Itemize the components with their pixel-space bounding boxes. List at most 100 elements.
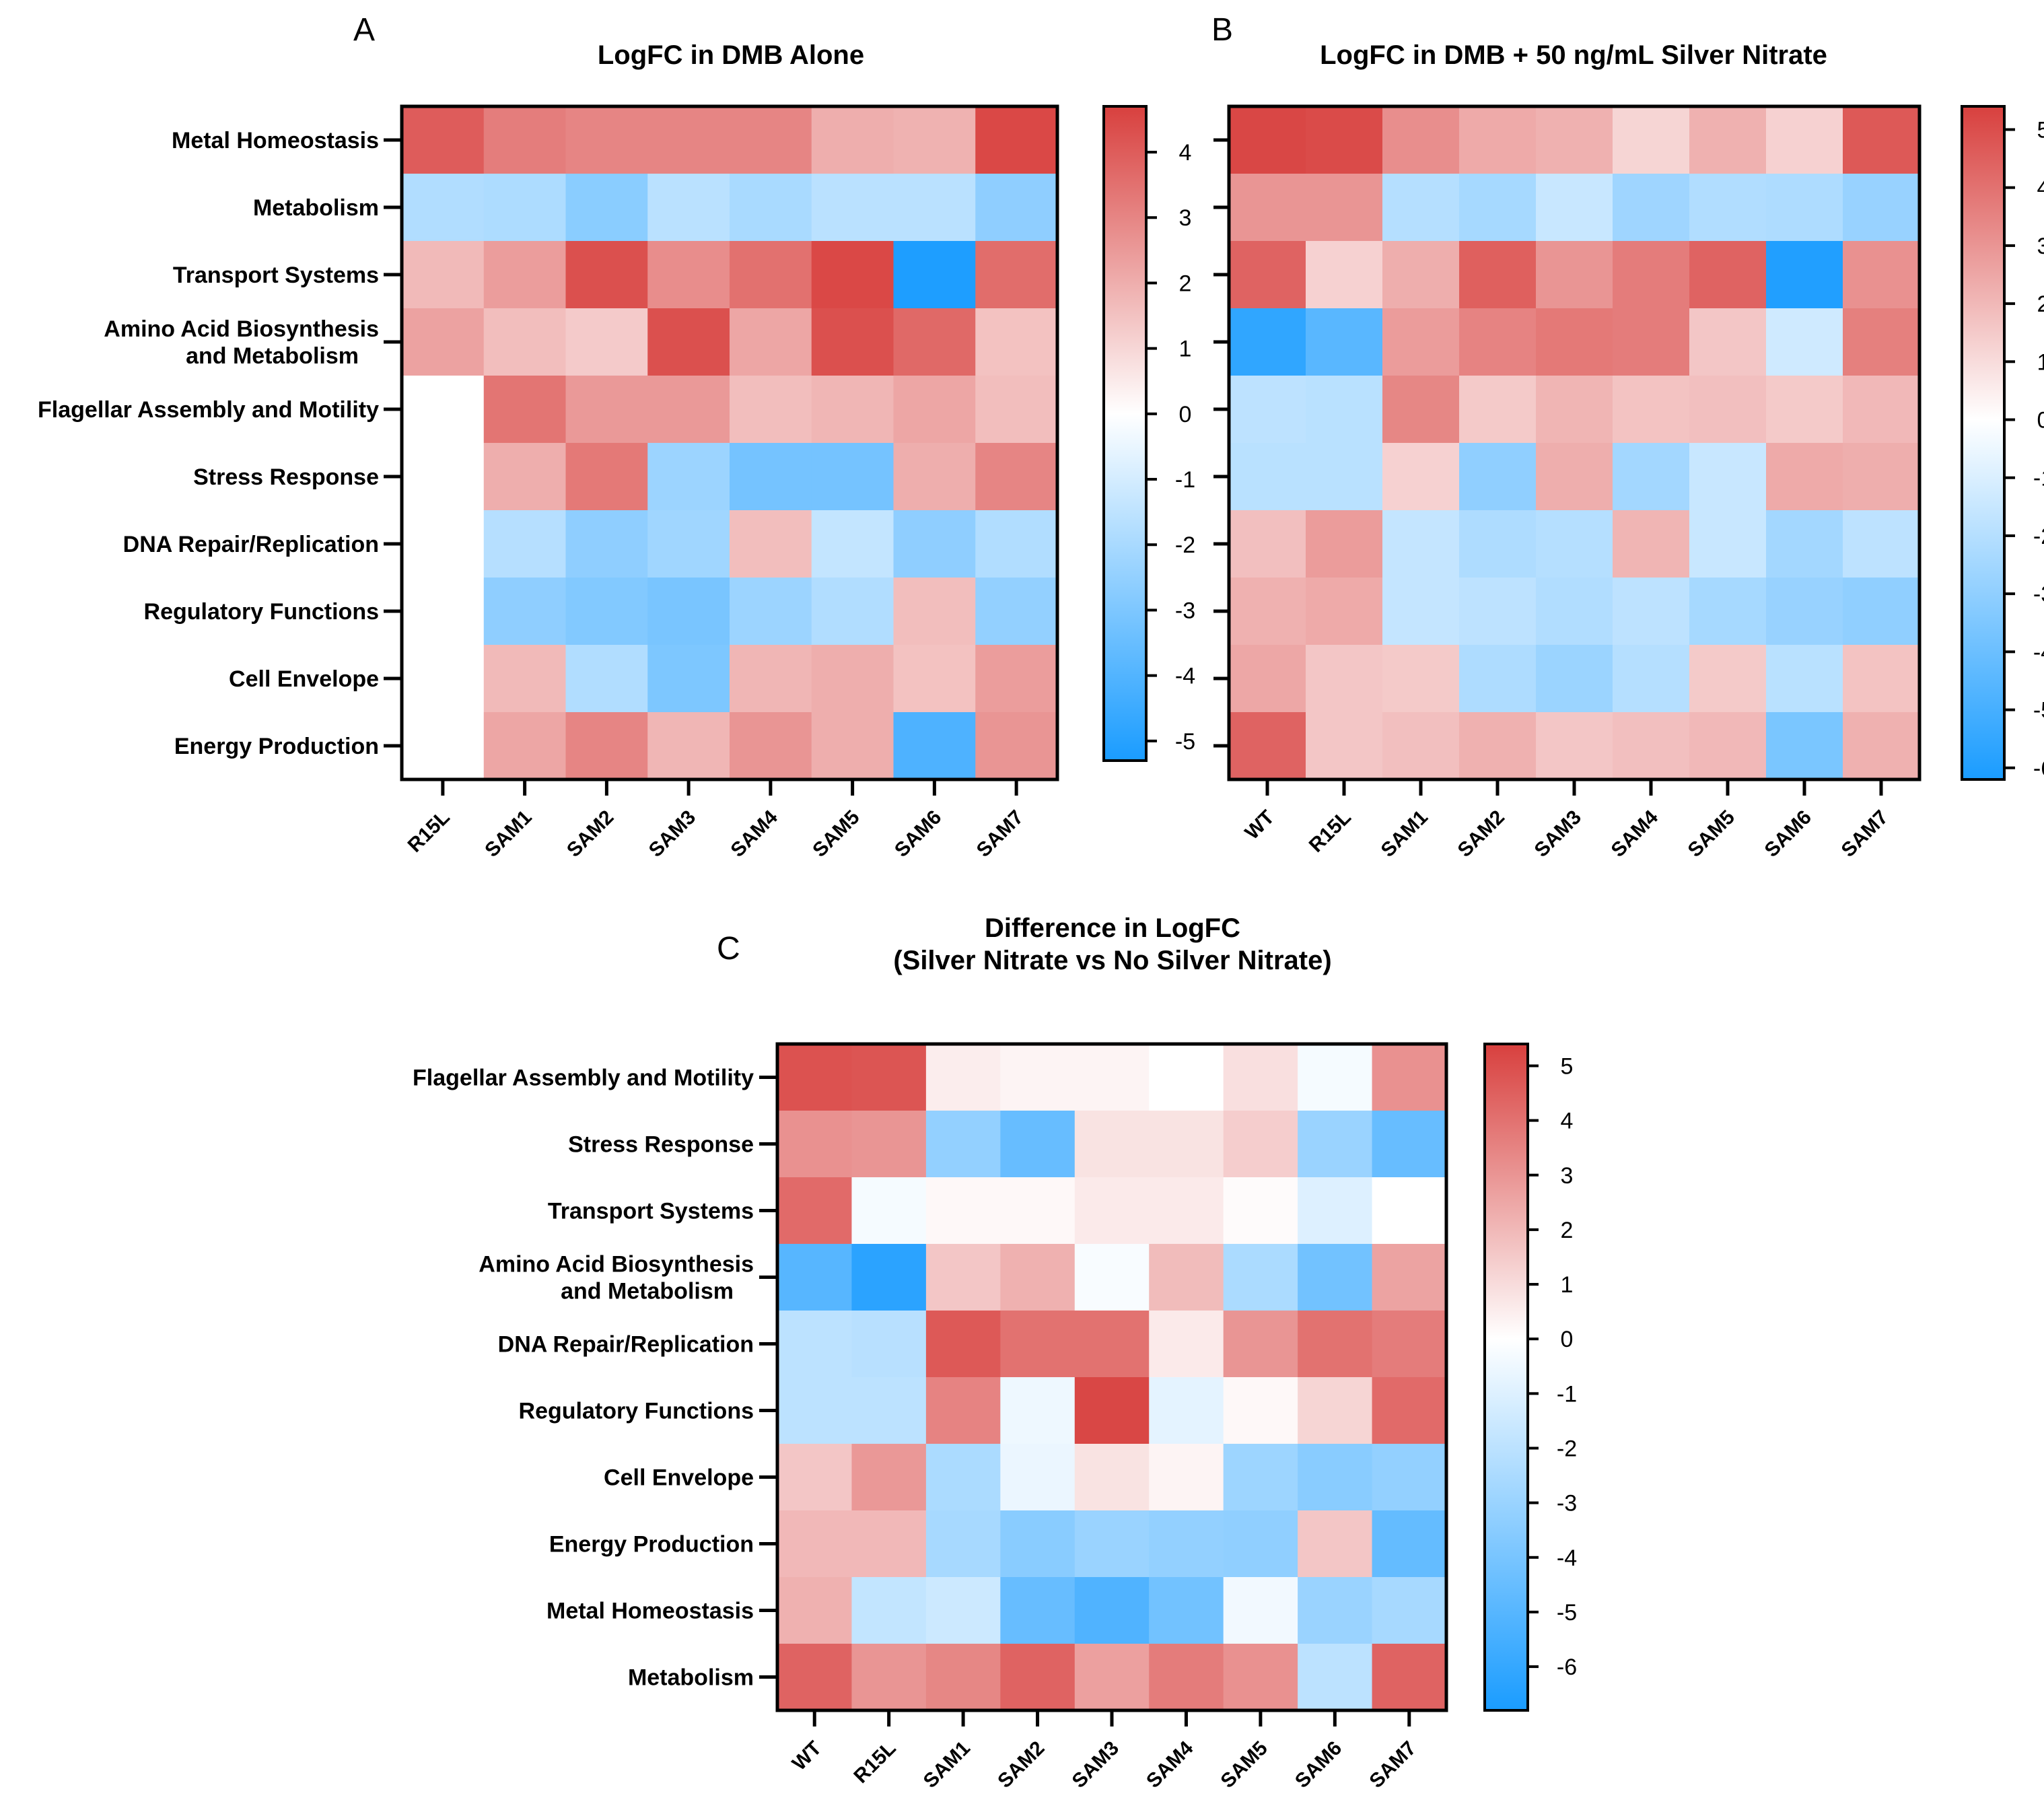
heatmap-cell [925,1444,1001,1511]
colorbar-tick-label: 3 [2037,234,2044,259]
heatmap-cell [402,241,485,309]
heatmap-cell [1613,308,1690,376]
heatmap-cell [483,308,567,376]
heatmap-cell [975,308,1058,376]
colorbar [1483,1043,1529,1712]
heatmap-cell [483,376,567,444]
heatmap-cell [1229,106,1306,174]
column-label: SAM7 [973,806,1028,862]
heatmap-cell [1298,1577,1373,1644]
heatmap-cell [1298,1044,1373,1111]
heatmap-cell [1298,1377,1373,1444]
heatmap-cell [1372,1577,1447,1644]
heatmap-cell [1843,712,1920,780]
heatmap-cell [1149,1177,1224,1245]
heatmap-cell [1843,106,1920,174]
heatmap-cell [1223,1510,1298,1578]
heatmap-cell [565,241,648,309]
heatmap-cell [1298,1111,1373,1178]
heatmap-cell [925,1644,1001,1711]
heatmap-cell [975,712,1058,780]
colorbar-tick-label: -4 [1557,1545,1577,1571]
colorbar-tick-label: 4 [2037,176,2044,201]
heatmap-cell [777,1644,853,1711]
colorbar-tick-label: 2 [2037,291,2044,317]
column-label: R15L [1305,806,1355,857]
row-label: Metabolism [628,1665,754,1691]
column-label: WT [788,1737,826,1775]
heatmap-cell [811,443,894,511]
colorbar-tick-label: 5 [2037,117,2044,143]
heatmap-cell [1689,106,1767,174]
heatmap-cell [647,712,730,780]
column-label: SAM7 [1365,1737,1420,1792]
heatmap-cell [565,106,648,174]
heatmap-cell [975,106,1058,174]
heatmap-cell [925,1311,1001,1378]
heatmap-cell [1689,308,1767,376]
heatmap-cell [1843,578,1920,646]
row-label: Metal Homeostasis [547,1599,754,1624]
column-label: SAM6 [1761,806,1816,862]
heatmap-cell [1382,308,1460,376]
heatmap-cell [1149,1577,1224,1644]
heatmap-cell [483,645,567,713]
heatmap-cell [1223,1644,1298,1711]
heatmap-cell [1382,712,1460,780]
heatmap-cell [1306,510,1383,578]
heatmap-cell [565,308,648,376]
row-label: DNA Repair/Replication [498,1332,754,1358]
colorbar-tick-label: 1 [1561,1272,1574,1298]
heatmap-cell [811,308,894,376]
column-label: SAM5 [1684,806,1739,862]
heatmap-cell [565,578,648,646]
heatmap-cell [1536,308,1613,376]
heatmap-cell [647,241,730,309]
column-label: R15L [404,806,454,857]
heatmap-cell [811,376,894,444]
column-label: SAM1 [1377,806,1432,862]
heatmap-cell [402,645,485,713]
colorbar-tick-label: -6 [2033,756,2044,781]
heatmap-cell [1074,1244,1150,1311]
heatmap-cell [483,510,567,578]
heatmap-cell [565,443,648,511]
heatmap-cell [1149,1244,1224,1311]
heatmap-cell [1000,1177,1076,1245]
heatmap-cell [483,241,567,309]
column-label: R15L [849,1737,900,1788]
row-label: Amino Acid Biosynthesis [479,1252,754,1278]
row-label: Amino Acid Biosynthesis [104,316,379,342]
heatmap-cell [1229,241,1306,309]
heatmap-cell [1074,1111,1150,1178]
heatmap-cell [1229,712,1306,780]
heatmap-cell [1306,308,1383,376]
heatmap-cell [1223,1577,1298,1644]
row-label: Cell Envelope [604,1465,754,1491]
heatmap-cell [1372,1510,1447,1578]
heatmap-cell [1372,1444,1447,1511]
heatmap-cell [1459,174,1537,242]
heatmap-cell [975,443,1058,511]
heatmap-cell [777,1311,853,1378]
heatmap-cell [565,510,648,578]
heatmap-cell [1536,578,1613,646]
plot-frame [400,104,1059,781]
heatmap-cell [1298,1177,1373,1245]
heatmap-cell [402,308,485,376]
colorbar-tick-label: -5 [1175,729,1195,755]
row-label: Stress Response [193,464,379,490]
heatmap-cell [1766,174,1843,242]
heatmap-cell [1382,174,1460,242]
heatmap-cell [1536,376,1613,444]
heatmap-cell [1613,443,1690,511]
heatmap-cell [1298,1444,1373,1511]
heatmap-cell [1536,443,1613,511]
heatmap-cell [1000,1044,1076,1111]
heatmap-cell [402,106,485,174]
heatmap-cell [1000,1577,1076,1644]
panel-letter: C [717,931,740,967]
heatmap-cell [1223,1311,1298,1378]
heatmap-cell [1766,376,1843,444]
heatmap-cell [647,645,730,713]
